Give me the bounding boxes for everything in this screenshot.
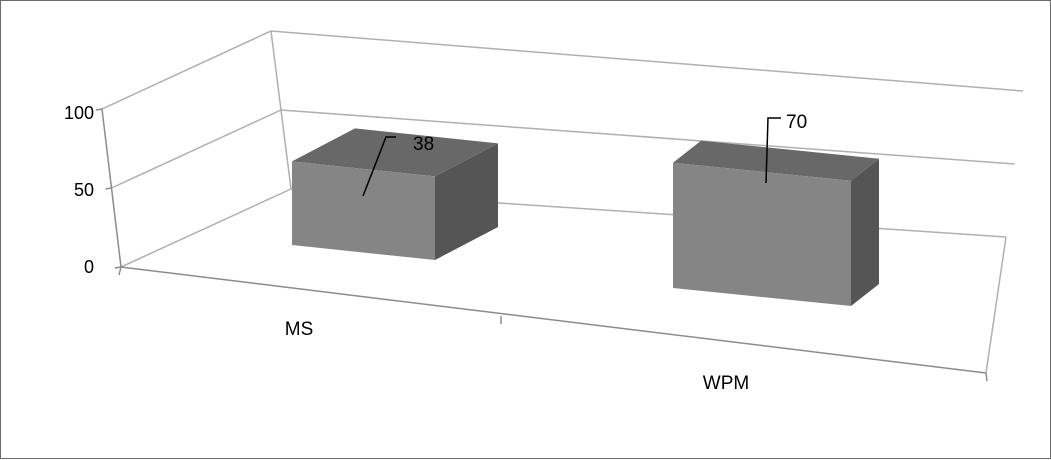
x-tick-end <box>985 372 988 382</box>
gridline-100 <box>101 30 1024 110</box>
bar-ms-top <box>292 128 498 177</box>
data-label-wpm: 70 <box>786 112 807 133</box>
y-tick-100 <box>95 108 103 111</box>
bar-wpm-top <box>673 140 879 181</box>
bar-ms-side <box>435 143 498 260</box>
bar-wpm-front <box>673 162 851 306</box>
y-tick-label-0: 0 <box>84 257 94 277</box>
y-tick-50 <box>105 187 112 190</box>
category-label-wpm: WPM <box>703 373 749 394</box>
data-label-ms: 38 <box>413 134 434 155</box>
bar-wpm-side <box>851 158 879 306</box>
y-tick-label-100: 100 <box>64 103 94 123</box>
bars-group <box>292 128 879 306</box>
category-label-ms: MS <box>285 319 314 340</box>
x-axis-line <box>120 266 987 374</box>
bar-ms-front <box>292 161 435 260</box>
chart-walls <box>95 30 1024 269</box>
data-label-leader-ms <box>362 136 396 197</box>
chart-floor <box>118 236 1007 382</box>
x-tick-start <box>118 266 122 276</box>
floor-right-edge <box>985 236 1007 374</box>
data-label-leader-wpm <box>765 117 781 184</box>
gridline-50 <box>111 109 1015 189</box>
y-tick-0 <box>114 266 122 269</box>
y-tick-label-50: 50 <box>74 180 94 200</box>
back-wall-edge <box>270 30 292 190</box>
labels-group: 38 70 <box>362 112 807 197</box>
